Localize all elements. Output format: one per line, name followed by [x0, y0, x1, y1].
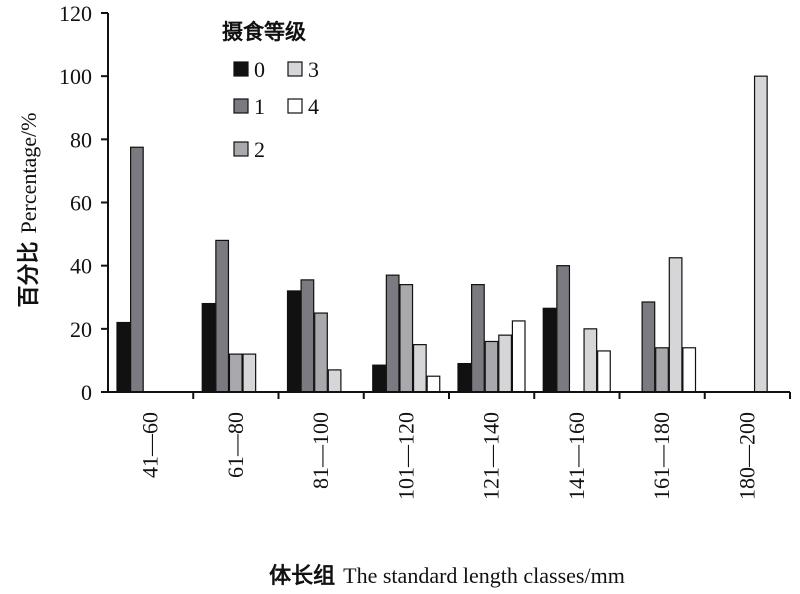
legend-title: 摄食等级	[222, 20, 306, 44]
bar-3-141—160	[583, 328, 598, 393]
bar-0-101—120	[372, 364, 386, 393]
y-tick-label: 40	[70, 254, 92, 279]
x-axis-title-en: The standard length classes/mm	[343, 563, 625, 588]
x-axis-category-labels: 41—60 61—80 81—100 101—120 121—140 141—160 161…	[138, 412, 760, 500]
bar-3-101—120	[412, 344, 427, 393]
bar-2-121—140	[484, 340, 499, 393]
bar-3-180—200	[753, 75, 768, 393]
x-axis-title-cn: 体长组	[269, 563, 335, 589]
bar-1-141—160	[556, 265, 571, 393]
y-axis-title-cn: 百分比	[16, 241, 42, 307]
bar-0-121—140	[457, 362, 472, 393]
bar-3-161—180	[668, 257, 683, 393]
bar-4-121—140	[511, 320, 526, 393]
legend-swatch-2	[233, 141, 249, 157]
x-category-label: 161—180	[649, 412, 674, 500]
bar-0-141—160	[542, 307, 557, 393]
legend-label-3: 3	[308, 57, 319, 82]
legend-swatch-0	[233, 61, 249, 77]
bar-3-81—100	[327, 369, 342, 393]
legend: 摄食等级 0 1 2 3 4	[222, 20, 319, 162]
legend-swatch-1	[233, 98, 249, 114]
bars	[116, 75, 768, 393]
bar-4-161—180	[682, 347, 697, 393]
bar-0-41—60	[116, 321, 131, 393]
x-axis-title: 体长组 The standard length classes/mm	[269, 563, 625, 589]
x-axis-ticks	[192, 392, 791, 399]
legend-swatch-4	[287, 98, 303, 114]
y-axis-title: 百分比 Percentage/%	[16, 113, 42, 308]
bar-3-121—140	[498, 334, 512, 393]
bar-1-61—80	[215, 239, 230, 393]
y-tick-label: 80	[70, 127, 92, 152]
y-tick-label: 20	[70, 317, 92, 342]
x-category-label: 101—120	[393, 412, 418, 500]
x-category-label: 180—200	[734, 412, 759, 500]
y-axis-title-en: Percentage/%	[16, 113, 41, 234]
x-category-label: 121—140	[479, 412, 504, 500]
legend-label-4: 4	[308, 94, 319, 119]
y-axis-ticks: 0 20 40 60 80 100 120	[59, 1, 108, 405]
x-category-label: 41—60	[138, 412, 163, 478]
bar-1-41—60	[130, 146, 144, 393]
bar-1-101—120	[385, 274, 400, 393]
y-tick-label: 100	[59, 64, 92, 89]
bar-4-101—120	[426, 375, 441, 393]
bar-1-161—180	[641, 301, 656, 393]
bar-0-81—100	[286, 290, 301, 393]
x-category-label: 81—100	[308, 412, 333, 489]
y-tick-label: 0	[81, 380, 92, 405]
bar-4-141—160	[597, 350, 611, 393]
bar-2-61—80	[228, 353, 243, 393]
bar-2-101—120	[399, 284, 414, 393]
bar-1-121—140	[471, 284, 485, 393]
y-tick-label: 60	[70, 191, 92, 216]
legend-label-2: 2	[254, 137, 265, 162]
y-tick-label: 120	[59, 1, 92, 26]
bar-2-161—180	[655, 347, 669, 393]
bar-2-81—100	[314, 312, 328, 393]
bar-0-61—80	[201, 302, 216, 393]
x-category-label: 61—80	[223, 412, 248, 478]
legend-label-1: 1	[254, 94, 265, 119]
x-category-label: 141—160	[564, 412, 589, 500]
legend-swatch-3	[287, 61, 303, 77]
bar-1-81—100	[300, 279, 315, 393]
bar-3-61—80	[242, 353, 257, 393]
legend-label-0: 0	[254, 57, 265, 82]
